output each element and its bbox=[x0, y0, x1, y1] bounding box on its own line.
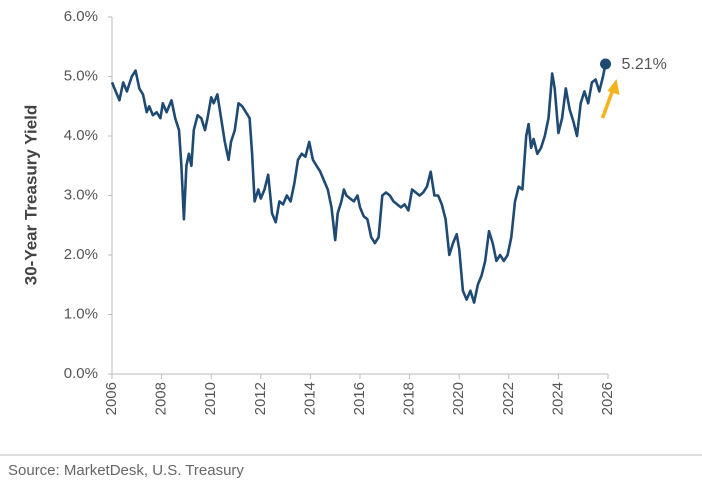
x-tick-label: 2024 bbox=[549, 382, 566, 415]
annotation-arrowhead bbox=[607, 79, 620, 96]
y-axis-title: 30-Year Treasury Yield bbox=[21, 105, 40, 286]
x-tick-label: 2010 bbox=[202, 382, 219, 415]
y-tick-label: 1.0% bbox=[64, 305, 98, 322]
line-series bbox=[110, 63, 607, 304]
y-tick-label: 4.0% bbox=[64, 127, 98, 144]
x-tick-label: 2026 bbox=[599, 382, 616, 415]
x-tick-label: 2012 bbox=[252, 382, 269, 415]
y-tick-label: 0.0% bbox=[64, 365, 98, 382]
x-tick-label: 2018 bbox=[401, 382, 418, 415]
y-tick-label: 5.0% bbox=[64, 67, 98, 84]
x-tick-label: 2016 bbox=[351, 382, 368, 415]
y-tick-label: 3.0% bbox=[64, 186, 98, 203]
x-tick-label: 2014 bbox=[301, 382, 318, 415]
y-tick-label: 6.0% bbox=[64, 8, 98, 25]
last-point bbox=[600, 58, 612, 70]
x-tick-label: 2020 bbox=[450, 382, 467, 415]
annotation-arrow bbox=[600, 87, 616, 119]
x-tick-label: 2008 bbox=[153, 382, 170, 415]
x-tick-label: 2006 bbox=[103, 382, 120, 415]
y-tick-label: 2.0% bbox=[64, 246, 98, 263]
x-tick-label: 2022 bbox=[500, 382, 517, 415]
source: Source: MarketDesk, U.S. Treasury bbox=[8, 462, 244, 479]
annotation: 5.21% bbox=[622, 56, 667, 73]
